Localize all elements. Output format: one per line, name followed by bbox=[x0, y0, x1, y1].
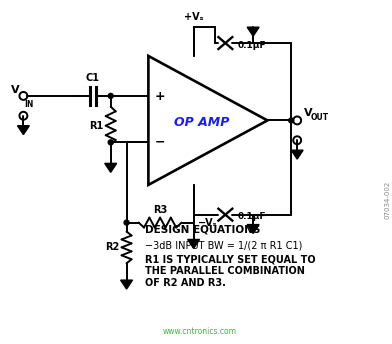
Text: +: + bbox=[154, 90, 165, 104]
Text: OP AMP: OP AMP bbox=[174, 116, 230, 129]
Text: R1: R1 bbox=[89, 121, 104, 131]
Text: R2: R2 bbox=[105, 243, 120, 252]
Circle shape bbox=[108, 94, 113, 98]
Circle shape bbox=[289, 118, 294, 123]
Text: OF R2 AND R3.: OF R2 AND R3. bbox=[145, 278, 226, 288]
Polygon shape bbox=[291, 150, 303, 159]
Circle shape bbox=[108, 140, 113, 145]
Text: 0.1μF: 0.1μF bbox=[237, 41, 266, 50]
Circle shape bbox=[124, 220, 129, 225]
Text: 0.1μF: 0.1μF bbox=[237, 212, 266, 221]
Text: OUT: OUT bbox=[311, 114, 329, 122]
Polygon shape bbox=[247, 225, 259, 234]
Text: R1 IS TYPICALLY SET EQUAL TO: R1 IS TYPICALLY SET EQUAL TO bbox=[145, 254, 316, 264]
Polygon shape bbox=[121, 280, 132, 289]
Text: www.cntronics.com: www.cntronics.com bbox=[163, 327, 237, 336]
Text: V: V bbox=[304, 108, 313, 118]
Text: THE PARALLEL COMBINATION: THE PARALLEL COMBINATION bbox=[145, 266, 305, 276]
Polygon shape bbox=[188, 239, 200, 248]
Text: V: V bbox=[11, 85, 20, 95]
Polygon shape bbox=[105, 163, 117, 172]
Text: DESIGN EQUATIONS: DESIGN EQUATIONS bbox=[145, 225, 261, 235]
Text: +Vₛ: +Vₛ bbox=[184, 12, 203, 22]
Text: −3dB INPUT BW = 1/(2 π R1 C1): −3dB INPUT BW = 1/(2 π R1 C1) bbox=[145, 240, 303, 250]
Text: C1: C1 bbox=[86, 73, 100, 83]
Text: R3: R3 bbox=[153, 205, 167, 215]
Polygon shape bbox=[18, 126, 29, 135]
Text: 07034-002: 07034-002 bbox=[385, 181, 390, 219]
Text: IN: IN bbox=[24, 100, 34, 109]
Text: −: − bbox=[154, 136, 165, 149]
Polygon shape bbox=[247, 27, 259, 36]
Text: −Vₛ: −Vₛ bbox=[198, 218, 217, 228]
